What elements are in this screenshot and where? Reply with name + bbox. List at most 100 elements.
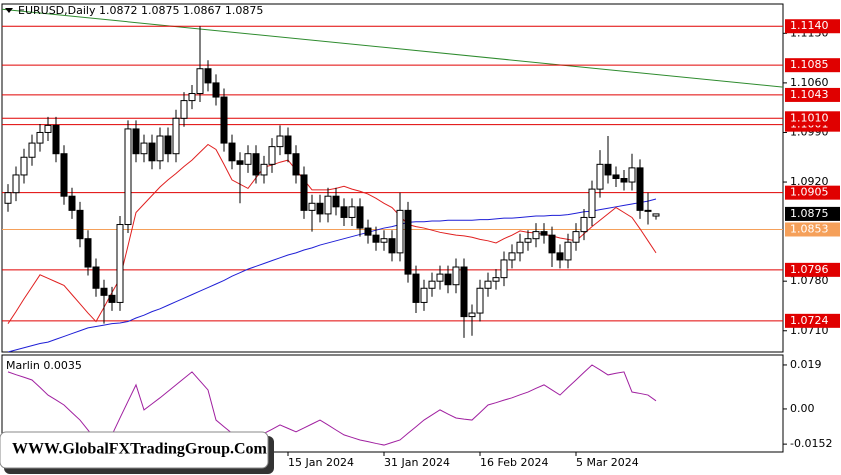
candle-body xyxy=(420,287,428,303)
candle-body xyxy=(388,238,396,254)
oscillator-line xyxy=(7,364,657,446)
y-tick-label: 0.019 xyxy=(790,358,822,371)
level-label: 1.1085 xyxy=(790,58,829,71)
candle-body xyxy=(500,259,508,279)
candle-body xyxy=(188,93,196,102)
level-label: 1.0853 xyxy=(790,222,829,235)
candle-body xyxy=(196,68,204,95)
candle-body xyxy=(540,231,548,236)
x-tick-label: 5 Mar 2024 xyxy=(576,456,639,469)
candle-body xyxy=(68,195,76,211)
candle-body xyxy=(564,241,572,261)
oscillator-plot xyxy=(7,364,657,446)
candle-body xyxy=(252,153,260,176)
level-label: 1.0724 xyxy=(790,314,829,327)
level-label-box xyxy=(785,87,840,102)
candle-body xyxy=(588,188,596,218)
candle-body xyxy=(260,163,268,176)
candle-body xyxy=(636,167,644,211)
candle-body xyxy=(308,202,316,211)
moving-average xyxy=(7,198,657,352)
candle-body xyxy=(620,177,628,183)
candle-body xyxy=(492,277,500,282)
candle-body xyxy=(292,153,300,176)
candle-body xyxy=(36,131,44,144)
level-label-box xyxy=(785,58,840,73)
y-tick-label: 1.0920 xyxy=(790,175,829,188)
candle-body xyxy=(356,206,364,229)
candle-body xyxy=(580,216,588,233)
candle-body xyxy=(612,174,620,179)
candle-body xyxy=(652,213,660,217)
candle-body xyxy=(604,163,612,176)
candle-body xyxy=(364,227,372,236)
candle-body xyxy=(508,252,516,261)
candle-body xyxy=(524,238,532,243)
oscillator-title: Marlin 0.0035 xyxy=(6,359,82,372)
candle-body xyxy=(628,167,636,183)
y-tick-label: 1.1060 xyxy=(790,76,829,89)
level-label: 1.1043 xyxy=(790,88,829,101)
candle-body xyxy=(284,135,292,155)
candle-body xyxy=(548,234,556,254)
candle-body xyxy=(108,294,116,303)
candle-body xyxy=(52,124,60,155)
level-label: 1.0796 xyxy=(790,263,829,276)
candle-body xyxy=(452,266,460,286)
candle-body xyxy=(100,287,108,296)
candle-body xyxy=(212,82,220,98)
level-label-box xyxy=(785,262,840,277)
candle-body xyxy=(644,209,652,212)
candle-body xyxy=(324,195,332,215)
candle-body xyxy=(140,142,148,155)
level-label: 1.0905 xyxy=(790,186,829,199)
candle-body xyxy=(204,68,212,84)
candle-body xyxy=(532,231,540,240)
candle-body xyxy=(220,96,228,144)
candle-body xyxy=(172,117,180,155)
level-label-box xyxy=(785,185,840,200)
candle-body xyxy=(156,135,164,162)
candle-body xyxy=(28,142,36,158)
candle-body xyxy=(348,206,356,218)
candle-body xyxy=(372,234,380,243)
watermark: WWW.GlobalFXTradingGroup.Com xyxy=(12,441,268,458)
oscillator-panel xyxy=(1,354,784,453)
candle-body xyxy=(404,209,412,275)
candle-body xyxy=(164,135,172,155)
level-label: 1.1140 xyxy=(790,19,829,32)
candle-body xyxy=(340,206,348,218)
main-plot xyxy=(2,8,783,352)
last-price-box xyxy=(785,206,840,221)
candle-body xyxy=(84,238,92,268)
candle-body xyxy=(556,252,564,261)
candle-body xyxy=(468,312,476,318)
candle-body xyxy=(236,160,244,165)
candle-body xyxy=(44,124,52,133)
level-label-box xyxy=(785,222,840,237)
candle-body xyxy=(124,128,132,226)
candle-body xyxy=(12,174,20,194)
candle-body xyxy=(132,128,140,155)
y-tick-label: 1.0780 xyxy=(790,274,829,287)
candle-body xyxy=(180,100,188,119)
candle-body xyxy=(572,231,580,243)
candle-body xyxy=(268,146,276,165)
x-tick-label: 16 Feb 2024 xyxy=(480,456,548,469)
candle-body xyxy=(116,224,124,303)
candle-body xyxy=(476,287,484,314)
watermark-box xyxy=(0,431,269,469)
candle-body xyxy=(380,238,388,243)
candle-body xyxy=(316,202,324,215)
candle-body xyxy=(516,241,524,254)
candle-body xyxy=(60,153,68,197)
level-label-box xyxy=(785,313,840,328)
candle-body xyxy=(244,153,252,165)
candle-body xyxy=(596,163,604,190)
level-label: 1.1010 xyxy=(790,111,829,124)
level-label-box xyxy=(785,19,840,34)
candle-body xyxy=(148,142,156,162)
